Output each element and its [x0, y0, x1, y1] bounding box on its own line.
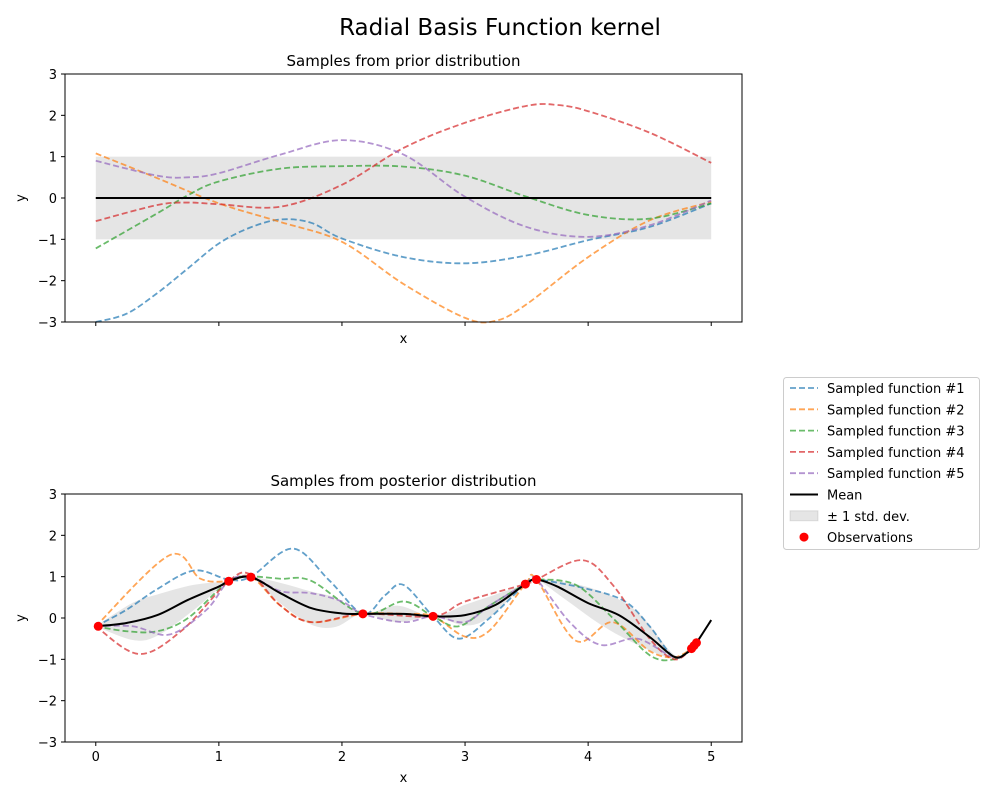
- observation-point: [224, 576, 234, 586]
- y-axis-label: y: [14, 194, 29, 202]
- legend-label: Mean: [827, 489, 862, 504]
- y-tick-label: −3: [38, 316, 57, 331]
- observation-point: [531, 575, 541, 585]
- legend-label: Sampled function #5: [827, 467, 965, 482]
- y-tick-label: 3: [49, 68, 57, 83]
- y-tick-label: −2: [38, 275, 57, 290]
- posterior-axes: 0 1 2 3 4 5 −3 −2 −1 0 1 2 3 Samples from posterior d…: [14, 472, 743, 786]
- axes-title: Samples from prior distribution: [287, 52, 521, 70]
- x-tick-label: 0: [92, 750, 100, 765]
- legend-label: Observations: [827, 531, 913, 546]
- observation-point: [520, 579, 530, 589]
- y-axis-label: y: [14, 614, 29, 622]
- sample-line-1: [95, 202, 712, 323]
- y-tick-label: −2: [38, 695, 57, 710]
- observation-point: [246, 572, 256, 582]
- std-band: [95, 575, 712, 659]
- sample-line-5: [95, 575, 693, 659]
- sample-line-3: [95, 575, 693, 662]
- y-tick-label: 0: [49, 192, 57, 207]
- legend: Sampled function #1 Sampled function #2 Sa…: [783, 377, 980, 550]
- x-tick-label: 4: [584, 750, 592, 765]
- y-tick-label: 2: [49, 109, 57, 124]
- x-tick-label: 2: [338, 750, 346, 765]
- observation-point: [428, 611, 438, 621]
- legend-label: Sampled function #3: [827, 425, 965, 440]
- y-tick-label: 1: [49, 151, 57, 166]
- sample-line-2: [95, 152, 712, 324]
- observation-point: [93, 621, 103, 631]
- y-tick-label: 0: [49, 612, 57, 627]
- sample-line-4: [95, 103, 712, 223]
- legend-label: Sampled function #4: [827, 446, 965, 461]
- y-tick-label: 2: [49, 529, 57, 544]
- x-tick-label: 1: [215, 750, 223, 765]
- legend-label: Sampled function #2: [827, 403, 965, 418]
- y-tick-label: −3: [38, 736, 57, 751]
- y-tick-label: 3: [49, 488, 57, 503]
- legend-label: ± 1 std. dev.: [827, 510, 910, 525]
- y-tick-label: 1: [49, 571, 57, 586]
- prior-axes: −3 −2 −1 0 1 2 3 Samples from prior distributio…: [14, 52, 743, 347]
- sample-line-5: [95, 139, 712, 238]
- x-tick-label: 5: [707, 750, 715, 765]
- sample-line-1: [95, 547, 693, 659]
- axes-title: Samples from posterior distribution: [270, 472, 536, 490]
- x-axis-label: x: [400, 332, 408, 347]
- mean-line: [95, 575, 713, 659]
- figure-title: Radial Basis Function kernel: [339, 15, 661, 41]
- legend-label: Sampled function #1: [827, 382, 965, 397]
- y-tick-label: −1: [38, 653, 57, 668]
- observation-point: [691, 638, 701, 648]
- observation-point: [358, 609, 368, 619]
- legend-swatch-marker: [799, 532, 809, 542]
- x-tick-label: 3: [461, 750, 469, 765]
- legend-swatch-patch: [789, 510, 819, 522]
- x-axis-label: x: [400, 771, 408, 786]
- legend-box: [783, 377, 980, 550]
- y-tick-label: −1: [38, 233, 57, 248]
